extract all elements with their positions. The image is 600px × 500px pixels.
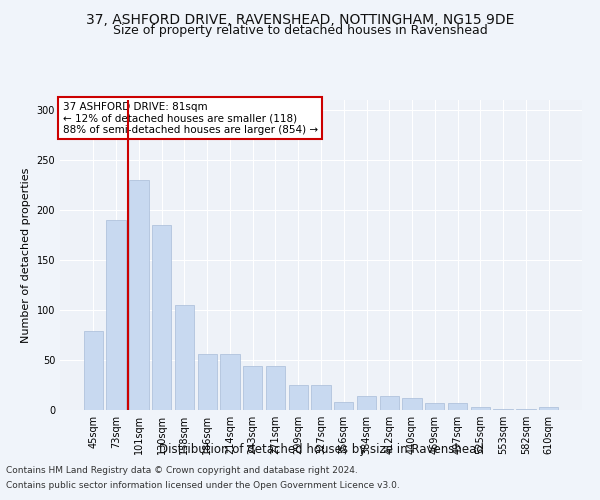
Bar bbox=[380, 396, 399, 410]
Bar bbox=[403, 398, 422, 410]
Bar bbox=[220, 354, 239, 410]
Text: Contains HM Land Registry data © Crown copyright and database right 2024.: Contains HM Land Registry data © Crown c… bbox=[6, 466, 358, 475]
Text: Size of property relative to detached houses in Ravenshead: Size of property relative to detached ho… bbox=[113, 24, 487, 37]
Bar bbox=[152, 225, 172, 410]
Bar bbox=[129, 180, 149, 410]
Bar bbox=[425, 403, 445, 410]
Y-axis label: Number of detached properties: Number of detached properties bbox=[21, 168, 31, 342]
Text: 37, ASHFORD DRIVE, RAVENSHEAD, NOTTINGHAM, NG15 9DE: 37, ASHFORD DRIVE, RAVENSHEAD, NOTTINGHA… bbox=[86, 12, 514, 26]
Bar bbox=[175, 305, 194, 410]
Bar bbox=[516, 409, 536, 410]
Bar bbox=[493, 409, 513, 410]
Text: Contains public sector information licensed under the Open Government Licence v3: Contains public sector information licen… bbox=[6, 481, 400, 490]
Bar bbox=[357, 396, 376, 410]
Bar bbox=[470, 407, 490, 410]
Text: 37 ASHFORD DRIVE: 81sqm
← 12% of detached houses are smaller (118)
88% of semi-d: 37 ASHFORD DRIVE: 81sqm ← 12% of detache… bbox=[62, 102, 318, 134]
Bar bbox=[243, 366, 262, 410]
Bar bbox=[84, 331, 103, 410]
Bar bbox=[106, 220, 126, 410]
Bar bbox=[334, 402, 353, 410]
Bar bbox=[266, 366, 285, 410]
Bar bbox=[289, 385, 308, 410]
Bar bbox=[448, 403, 467, 410]
Bar bbox=[311, 385, 331, 410]
Text: Distribution of detached houses by size in Ravenshead: Distribution of detached houses by size … bbox=[158, 442, 484, 456]
Bar bbox=[539, 407, 558, 410]
Bar bbox=[197, 354, 217, 410]
